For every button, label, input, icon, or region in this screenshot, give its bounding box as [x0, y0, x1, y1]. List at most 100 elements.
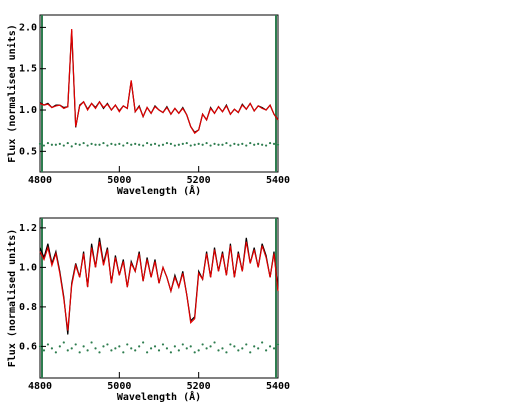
- residual-dot: [74, 142, 77, 146]
- residual-dot: [70, 145, 73, 148]
- residual-dot: [193, 351, 196, 354]
- residual-dot: [201, 343, 204, 346]
- residual-dot: [98, 351, 101, 354]
- residual-dot: [146, 351, 149, 354]
- residual-dot: [86, 144, 89, 147]
- y-tick-label: 1.0: [19, 105, 37, 116]
- residual-dot: [161, 343, 165, 346]
- residual-dot: [261, 143, 264, 146]
- residual-dot: [157, 144, 161, 147]
- x-tick-label: 4800: [28, 175, 52, 186]
- spectrum-line: [39, 241, 279, 331]
- residual-dot: [130, 347, 133, 350]
- residual-dot: [50, 347, 54, 350]
- residual-dot: [268, 141, 272, 145]
- residual-dot: [197, 142, 200, 146]
- residual-dot: [165, 347, 169, 350]
- spectrum-line: [39, 28, 279, 135]
- residual-dot: [181, 343, 184, 346]
- residual-dot: [229, 144, 232, 147]
- residual-dot: [193, 143, 196, 146]
- y-axis-label: Flux (normalised units): [6, 229, 18, 367]
- residual-dot: [169, 142, 172, 146]
- residual-dot: [78, 143, 81, 146]
- residual-dot: [142, 144, 145, 147]
- residual-dot: [241, 347, 244, 350]
- residual-dot: [38, 142, 42, 146]
- residual-dot: [110, 142, 113, 146]
- residual-dot: [94, 347, 97, 350]
- spectrum-line: [39, 237, 279, 335]
- residual-dot: [268, 345, 272, 348]
- residual-dot: [82, 345, 85, 348]
- residual-dot: [197, 349, 200, 352]
- residual-dot: [185, 141, 188, 145]
- residual-dot: [209, 144, 212, 147]
- residual-dot: [90, 142, 93, 146]
- residual-dot: [54, 351, 57, 354]
- residual-dot: [94, 143, 97, 146]
- residual-dot: [253, 345, 256, 348]
- residual-dot: [134, 349, 137, 352]
- y-tick-label: 0.8: [19, 302, 37, 313]
- residual-dot: [62, 341, 65, 344]
- y-tick-label: 0.5: [19, 146, 37, 157]
- residual-dot: [217, 143, 220, 146]
- residual-dot: [42, 144, 46, 147]
- residual-dot: [82, 141, 85, 145]
- residual-dot: [249, 351, 252, 354]
- residual-dot: [106, 144, 109, 147]
- residual-dot: [177, 349, 180, 352]
- residual-dot: [118, 142, 121, 146]
- residual-dot: [114, 143, 117, 146]
- residual-dot: [257, 142, 260, 146]
- residual-dot: [257, 347, 260, 350]
- residual-dot: [272, 347, 276, 350]
- y-tick-label: 2.0: [19, 22, 37, 33]
- y-tick-label: 1.0: [19, 262, 37, 273]
- residual-dot: [221, 143, 224, 146]
- residual-dot: [253, 143, 256, 146]
- residual-dot: [177, 143, 180, 146]
- x-tick-label: 5400: [266, 381, 290, 392]
- residual-dot: [237, 143, 240, 146]
- residual-dot: [149, 347, 153, 350]
- residual-dot: [265, 144, 268, 147]
- residual-dot: [213, 341, 216, 344]
- residual-dot: [245, 343, 248, 346]
- residual-dot: [265, 349, 268, 352]
- residual-dot: [189, 345, 192, 348]
- residual-dot: [261, 341, 264, 344]
- residual-dot: [161, 143, 165, 146]
- residual-dot: [134, 142, 137, 146]
- residual-dot: [70, 347, 73, 350]
- residual-dot: [181, 142, 184, 146]
- residual-dot: [114, 347, 117, 350]
- residual-dot: [189, 144, 192, 147]
- residual-dot: [225, 141, 228, 145]
- residual-dot: [237, 349, 240, 352]
- residual-dot: [213, 142, 216, 146]
- residual-dot: [130, 143, 133, 146]
- residual-dot: [221, 347, 224, 350]
- residual-dot: [66, 141, 69, 145]
- x-tick-label: 4800: [28, 381, 52, 392]
- x-tick-label: 5000: [107, 381, 131, 392]
- x-tick-label: 5400: [266, 175, 290, 186]
- residual-dot: [272, 142, 276, 146]
- residual-dot: [118, 345, 121, 348]
- residual-dot: [66, 349, 69, 352]
- residual-dot: [58, 345, 61, 348]
- residual-dot: [138, 143, 141, 146]
- plot-frame: [39, 14, 279, 173]
- residual-dot: [249, 141, 252, 145]
- residual-dot: [78, 351, 81, 354]
- residual-dot: [209, 345, 212, 348]
- residual-dot: [173, 144, 176, 147]
- x-tick-label: 5000: [107, 175, 131, 186]
- residual-dot: [122, 351, 125, 354]
- residual-dot: [205, 141, 208, 145]
- x-tick-label: 5200: [187, 175, 211, 186]
- residual-dot: [229, 343, 232, 346]
- residual-dot: [201, 143, 204, 146]
